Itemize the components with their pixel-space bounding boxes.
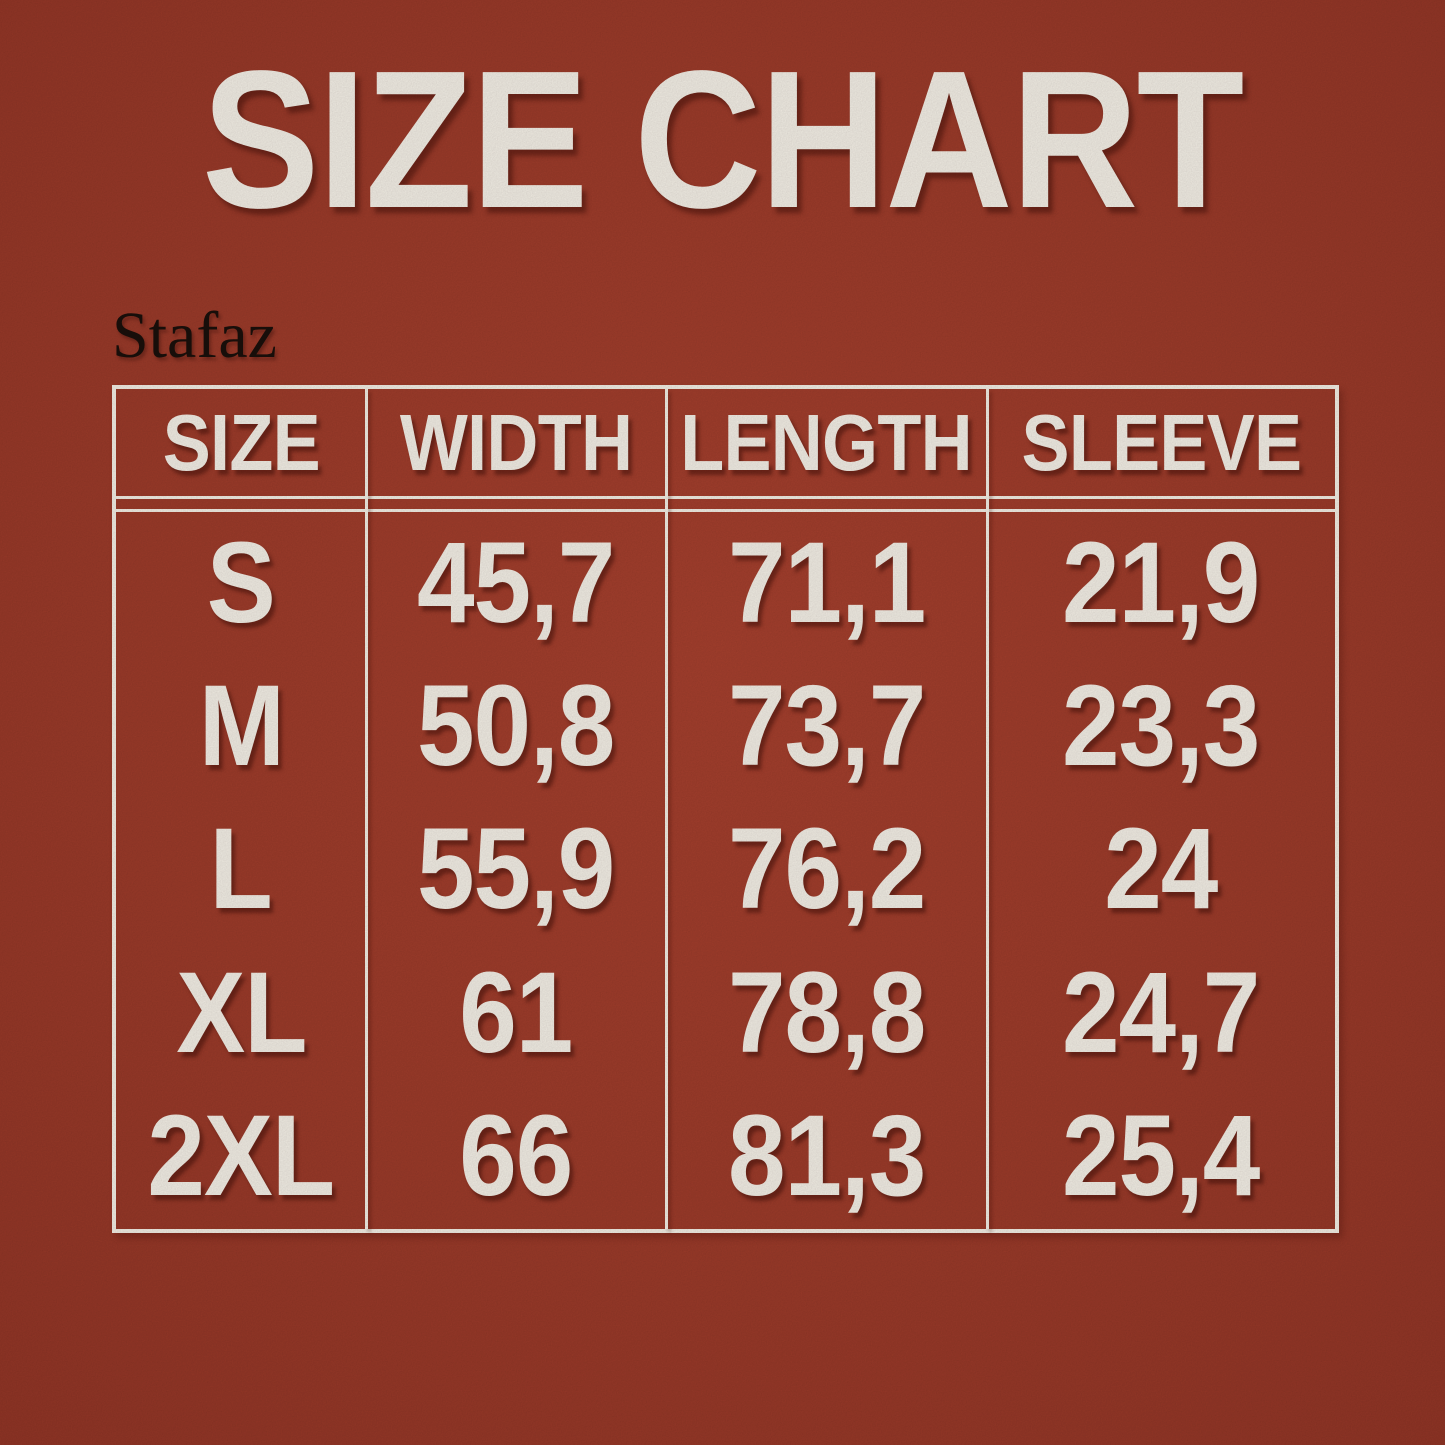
row-label-cell: S: [206, 519, 276, 648]
column-divider: [364, 389, 368, 1229]
brand-label-text: Stafaz: [112, 299, 277, 372]
row-label-cell: XL: [175, 948, 307, 1077]
brand-label: Stafaz: [112, 303, 277, 369]
value-cell: 55,9: [417, 805, 615, 934]
column-divider: [985, 389, 989, 1229]
value-cell: 45,7: [417, 519, 615, 648]
row-label-cell: 2XL: [147, 1091, 336, 1220]
value-cell: 73,7: [727, 662, 926, 791]
page-title: SIZE CHART: [0, 42, 1445, 238]
header-cell-width: WIDTH: [366, 389, 666, 499]
value-cell: 50,8: [417, 662, 615, 791]
value-cell: 76,2: [727, 805, 926, 934]
value-cell: 81,3: [727, 1091, 926, 1220]
size-table: SIZE WIDTH LENGTH SLEEVE S 45,7 71,1 21,…: [112, 385, 1339, 1233]
value-cell: 24,7: [1062, 948, 1260, 1077]
header-cell-size: SIZE: [116, 389, 366, 499]
value-cell: 61: [459, 948, 573, 1077]
column-divider: [664, 389, 668, 1229]
value-cell: 23,3: [1062, 662, 1260, 791]
page-title-text: SIZE CHART: [202, 30, 1245, 249]
header-divider: [116, 499, 1335, 512]
value-cell: 66: [459, 1091, 573, 1220]
value-cell: 21,9: [1062, 519, 1260, 648]
value-cell: 25,4: [1062, 1091, 1260, 1220]
header-cell-length: LENGTH: [666, 389, 987, 499]
row-label-cell: M: [198, 662, 284, 791]
row-label-cell: L: [209, 805, 273, 934]
value-cell: 71,1: [727, 519, 926, 648]
value-cell: 24: [1104, 805, 1218, 934]
header-cell-sleeve: SLEEVE: [987, 389, 1335, 499]
value-cell: 78,8: [727, 948, 926, 1077]
